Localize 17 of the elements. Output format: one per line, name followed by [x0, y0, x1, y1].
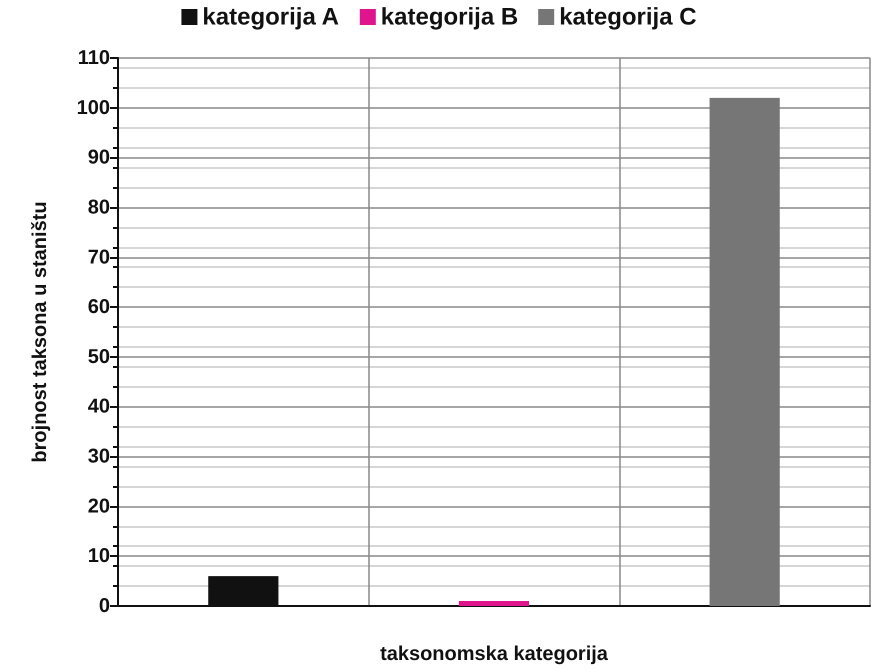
- y-tick-label: 60: [88, 296, 110, 318]
- y-tick-label: 70: [88, 246, 110, 268]
- y-tick-label: 110: [78, 47, 110, 69]
- y-tick-label: 80: [88, 196, 110, 218]
- legend-label: kategorija C: [559, 4, 697, 30]
- y-tick-label: 50: [88, 346, 110, 368]
- legend-label: kategorija A: [202, 4, 339, 30]
- y-axis-title: brojnost taksona u staništu: [29, 201, 51, 463]
- y-tick-label: 10: [88, 545, 110, 568]
- legend-label: kategorija B: [380, 4, 518, 30]
- x-axis-title: taksonomska kategorija: [380, 643, 609, 665]
- y-tick-label: 0: [98, 595, 110, 617]
- y-tick-label: 20: [88, 495, 110, 518]
- y-tick-label: 40: [88, 396, 110, 418]
- y-tick-label: 30: [88, 446, 110, 468]
- y-tick-label: 90: [88, 146, 110, 169]
- y-tick-label: 100: [76, 96, 110, 119]
